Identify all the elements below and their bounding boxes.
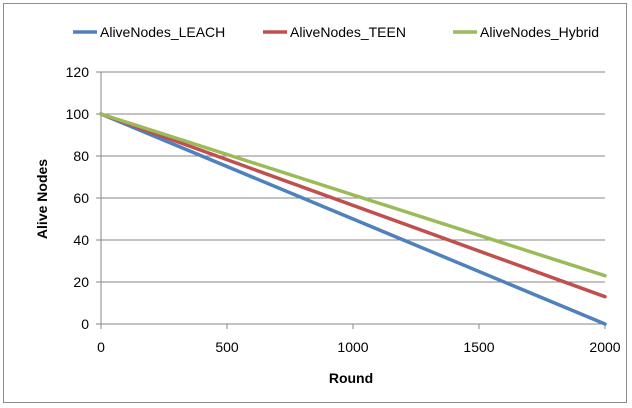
y-tick-label: 100 <box>66 106 90 122</box>
y-tick-label: 80 <box>73 148 89 164</box>
legend: AliveNodes_LEACH AliveNodes_TEEN AliveNode… <box>73 24 599 40</box>
x-tick-label: 0 <box>97 339 105 355</box>
series-line-2 <box>99 112 607 299</box>
x-tick-label: 1000 <box>337 339 368 355</box>
y-tick-label: 60 <box>73 190 89 206</box>
y-tick-label: 0 <box>81 316 89 332</box>
axes: 0 20 40 60 80 100 120 0 500 1000 1500 2000 <box>66 64 621 355</box>
x-tick-label: 500 <box>215 339 239 355</box>
legend-label-2: AliveNodes_TEEN <box>290 24 406 40</box>
x-axis-title: Round <box>329 370 373 386</box>
x-tick-label: 1500 <box>463 339 494 355</box>
y-tick-label: 120 <box>66 64 90 80</box>
y-tick-label: 40 <box>73 232 89 248</box>
legend-label-1: AliveNodes_LEACH <box>100 24 225 40</box>
x-tick-label: 2000 <box>589 339 620 355</box>
series-lines <box>99 112 607 326</box>
gridlines <box>101 71 605 283</box>
legend-label-3: AliveNodes_Hybrid <box>480 24 599 40</box>
series-line-3 <box>99 112 607 278</box>
y-axis-title: Alive Nodes <box>34 159 50 239</box>
series-line-1 <box>99 112 607 326</box>
y-tick-label: 20 <box>73 274 89 290</box>
